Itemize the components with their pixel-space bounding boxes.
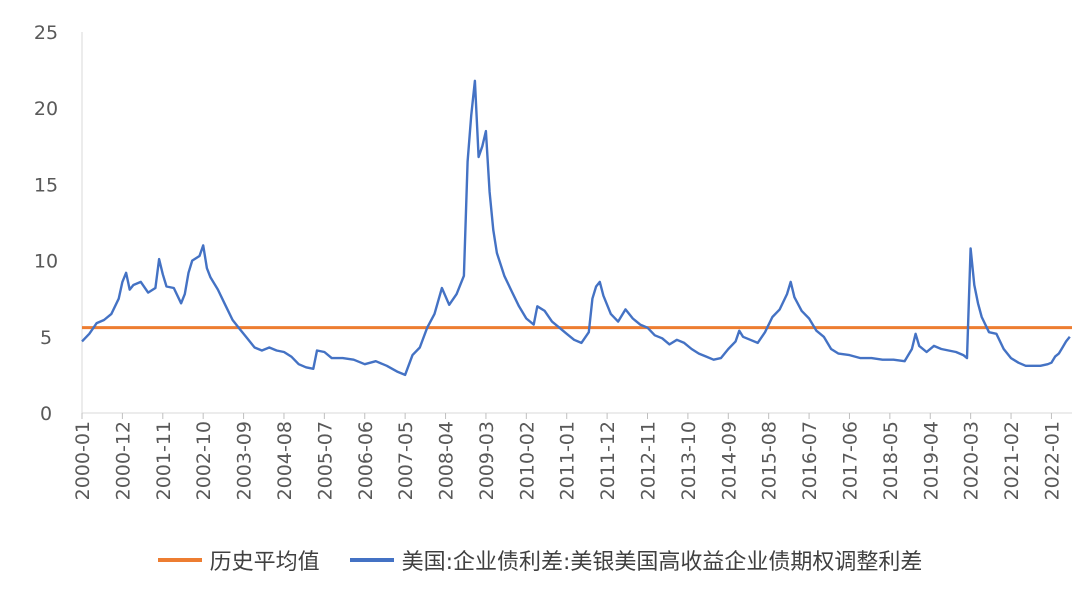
x-tick-label: 2008-04 [436,421,458,500]
x-tick-label: 2012-11 [638,421,660,500]
x-tick-label: 2022-01 [1041,421,1063,500]
x-tick-label: 2015-08 [759,421,781,500]
x-tick-label: 2000-01 [72,421,94,500]
x-tick-label: 2019-04 [920,421,942,500]
x-tick-label: 2009-03 [476,421,498,500]
x-tick-label: 2016-07 [799,421,821,500]
x-tick-label: 2010-02 [516,421,538,500]
y-tick-label: 20 [34,98,58,120]
y-tick-label: 25 [34,22,58,44]
legend-swatch-spread [349,558,394,562]
x-tick-label: 2017-06 [839,421,861,500]
x-tick-label: 2014-09 [718,421,740,500]
x-tick-label: 2001-11 [153,421,175,500]
x-tick-label: 2002-10 [193,421,215,500]
legend-label-spread: 美国:企业债利差:美银美国高收益企业债期权调整利差 [401,550,923,575]
legend-item-average: 历史平均值 [157,544,320,576]
series-spread-line [81,79,1071,377]
x-tick-label: 2004-08 [274,421,296,500]
x-tick-label: 2020-03 [961,421,983,500]
x-axis-tick-labels: 2000-01 2000-12 2001-11 2002-10 2003-09 2004-… [72,421,1063,500]
y-tick-label: 0 [40,403,52,425]
legend-item-spread: 美国:企业债利差:美银美国高收益企业债期权调整利差 [349,544,923,576]
x-axis-ticks [81,413,1052,419]
y-tick-label: 10 [34,251,58,273]
legend-swatch-average [157,558,202,562]
x-tick-label: 2003-09 [234,421,256,500]
x-tick-label: 2011-12 [597,421,619,500]
y-axis-tick-labels: 0 5 10 15 20 25 [34,22,58,425]
x-tick-label: 2013-10 [678,421,700,500]
x-tick-label: 2006-06 [355,421,377,500]
x-tick-label: 2018-05 [880,421,902,500]
x-tick-label: 2007-05 [395,421,417,500]
x-tick-label: 2005-07 [314,421,336,500]
series-layer [81,79,1072,377]
x-tick-label: 2000-12 [112,421,134,500]
x-tick-label: 2011-01 [557,421,579,500]
y-tick-label: 15 [34,174,58,196]
y-tick-label: 5 [40,327,52,349]
legend: 历史平均值 美国:企业债利差:美银美国高收益企业债期权调整利差 [0,540,1080,580]
x-tick-label: 2021-02 [1001,421,1023,500]
legend-label-average: 历史平均值 [209,550,320,575]
